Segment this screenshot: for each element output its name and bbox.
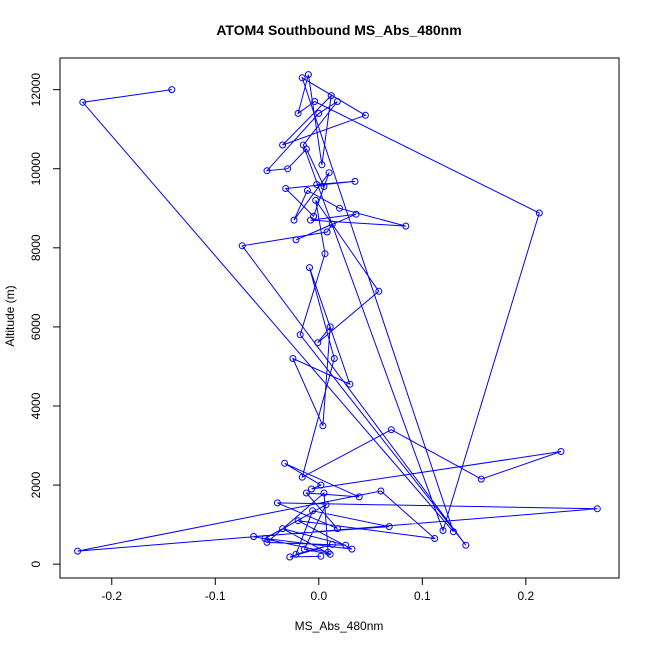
data-point bbox=[535, 209, 543, 217]
y-axis-label: Altitude (m) bbox=[3, 285, 17, 346]
data-point bbox=[351, 177, 359, 185]
data-point bbox=[168, 86, 176, 94]
data-point bbox=[431, 535, 439, 542]
x-axis-label: MS_Abs_480nm bbox=[295, 619, 384, 633]
data-point bbox=[330, 355, 338, 362]
data-point bbox=[281, 459, 289, 467]
data-point bbox=[320, 183, 328, 190]
data-point bbox=[317, 552, 325, 560]
data-point bbox=[352, 210, 360, 218]
data-point bbox=[250, 533, 258, 540]
data-point bbox=[321, 250, 329, 258]
series-line bbox=[77, 74, 598, 558]
data-point bbox=[375, 287, 383, 295]
data-point bbox=[385, 523, 393, 531]
y-tick-label: 2000 bbox=[29, 471, 43, 498]
x-tick-label: 0.1 bbox=[414, 589, 431, 603]
x-tick-label: 0.2 bbox=[517, 589, 534, 603]
data-point bbox=[328, 220, 336, 228]
y-axis: 0 2000 4000 6000 8000 10000 12000 bbox=[29, 73, 61, 568]
chart-title: ATOM4 Southbound MS_Abs_480nm bbox=[216, 22, 461, 38]
data-point bbox=[273, 499, 281, 507]
data-point bbox=[294, 109, 302, 117]
data-point bbox=[325, 169, 333, 177]
data-point bbox=[261, 535, 269, 542]
x-tick-label: -0.2 bbox=[101, 589, 122, 603]
data-point bbox=[304, 71, 312, 79]
data-point bbox=[290, 216, 298, 224]
data-point bbox=[333, 525, 341, 533]
data-point bbox=[318, 161, 326, 169]
data-point bbox=[319, 422, 327, 430]
data-point bbox=[557, 448, 565, 455]
data-point bbox=[348, 545, 356, 553]
data-point bbox=[238, 242, 246, 250]
data-point bbox=[312, 196, 320, 204]
y-tick-label: 8000 bbox=[29, 234, 43, 261]
data-point bbox=[294, 517, 302, 525]
y-tick-label: 10000 bbox=[29, 152, 43, 186]
series-layer bbox=[74, 71, 601, 561]
data-point bbox=[79, 98, 87, 106]
data-point bbox=[300, 545, 308, 553]
data-point bbox=[336, 204, 343, 212]
data-point bbox=[377, 487, 385, 495]
data-point bbox=[327, 92, 335, 100]
data-point bbox=[593, 505, 601, 513]
y-tick-label: 4000 bbox=[29, 392, 43, 419]
data-point bbox=[298, 74, 306, 82]
data-point bbox=[74, 547, 82, 555]
data-point bbox=[263, 167, 271, 175]
data-point bbox=[326, 323, 334, 331]
data-point bbox=[292, 236, 300, 244]
data-point bbox=[317, 481, 325, 489]
data-point bbox=[449, 528, 457, 536]
data-point bbox=[308, 485, 315, 493]
data-point bbox=[296, 331, 304, 339]
data-point bbox=[402, 222, 410, 230]
data-point bbox=[355, 493, 363, 501]
data-point bbox=[292, 550, 300, 558]
data-point bbox=[387, 426, 395, 434]
data-point bbox=[286, 553, 294, 561]
data-point bbox=[303, 187, 311, 194]
data-point bbox=[311, 98, 319, 105]
data-point bbox=[279, 525, 287, 533]
data-point bbox=[289, 355, 297, 362]
data-point bbox=[315, 109, 323, 117]
data-point bbox=[439, 527, 447, 534]
data-point bbox=[322, 501, 330, 509]
data-point bbox=[298, 473, 306, 481]
data-point bbox=[328, 540, 336, 548]
data-point bbox=[324, 548, 332, 556]
data-point bbox=[477, 475, 485, 483]
data-point bbox=[302, 145, 310, 153]
data-point bbox=[323, 228, 331, 236]
data-point bbox=[284, 165, 292, 173]
data-point bbox=[307, 216, 314, 224]
data-point bbox=[313, 181, 321, 188]
y-tick-label: 6000 bbox=[29, 313, 43, 340]
data-point bbox=[314, 339, 322, 347]
data-point bbox=[282, 185, 290, 192]
x-axis: -0.2 -0.1 0.0 0.1 0.2 bbox=[101, 577, 534, 603]
data-point bbox=[320, 489, 328, 497]
data-point bbox=[302, 489, 310, 497]
data-point bbox=[263, 538, 271, 546]
x-tick-label: 0.0 bbox=[310, 589, 327, 603]
data-point bbox=[326, 550, 334, 558]
data-point bbox=[462, 541, 470, 549]
y-tick-label: 0 bbox=[29, 561, 43, 568]
x-tick-label: -0.1 bbox=[205, 589, 226, 603]
data-point bbox=[279, 141, 287, 149]
data-point bbox=[346, 380, 354, 388]
y-tick-label: 12000 bbox=[29, 73, 43, 107]
data-point bbox=[342, 541, 350, 549]
data-point bbox=[333, 98, 341, 105]
data-point bbox=[309, 507, 317, 515]
data-point bbox=[306, 264, 313, 272]
data-point bbox=[361, 111, 369, 119]
